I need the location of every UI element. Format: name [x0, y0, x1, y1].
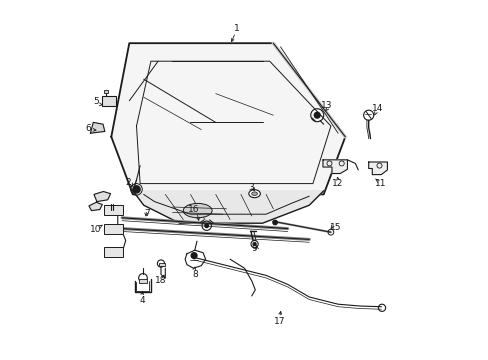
- Text: 17: 17: [273, 317, 285, 325]
- Text: 4: 4: [139, 296, 144, 305]
- Text: 8: 8: [192, 270, 197, 279]
- Polygon shape: [94, 192, 110, 202]
- Bar: [159, 263, 165, 266]
- Polygon shape: [368, 162, 386, 175]
- Circle shape: [191, 253, 197, 258]
- Polygon shape: [111, 43, 345, 194]
- FancyBboxPatch shape: [104, 205, 123, 215]
- Text: 16: 16: [188, 205, 200, 214]
- Ellipse shape: [248, 190, 260, 198]
- Bar: [104, 90, 108, 93]
- Text: 12: 12: [331, 179, 343, 188]
- Circle shape: [133, 186, 140, 193]
- Circle shape: [204, 224, 208, 228]
- Polygon shape: [90, 122, 104, 133]
- Polygon shape: [89, 202, 102, 211]
- Text: 14: 14: [371, 104, 383, 113]
- Ellipse shape: [183, 203, 212, 218]
- Text: 1: 1: [234, 24, 240, 33]
- Text: 3: 3: [247, 184, 253, 192]
- Bar: [102, 96, 116, 106]
- Circle shape: [314, 112, 320, 118]
- FancyBboxPatch shape: [104, 224, 123, 234]
- Bar: [139, 279, 146, 283]
- Text: 2: 2: [125, 178, 131, 187]
- Text: 6: 6: [85, 124, 91, 133]
- Text: 13: 13: [320, 100, 332, 109]
- Circle shape: [272, 220, 277, 225]
- Text: 9: 9: [251, 244, 257, 253]
- Ellipse shape: [251, 192, 257, 195]
- FancyBboxPatch shape: [104, 247, 123, 257]
- Text: 5: 5: [93, 97, 99, 106]
- Text: 15: 15: [329, 223, 340, 232]
- Text: 10: 10: [90, 225, 102, 234]
- Text: 7: 7: [144, 209, 150, 217]
- Text: 11: 11: [374, 179, 386, 188]
- Polygon shape: [322, 160, 347, 174]
- Polygon shape: [133, 191, 323, 223]
- Text: 18: 18: [155, 276, 166, 285]
- Circle shape: [253, 243, 256, 246]
